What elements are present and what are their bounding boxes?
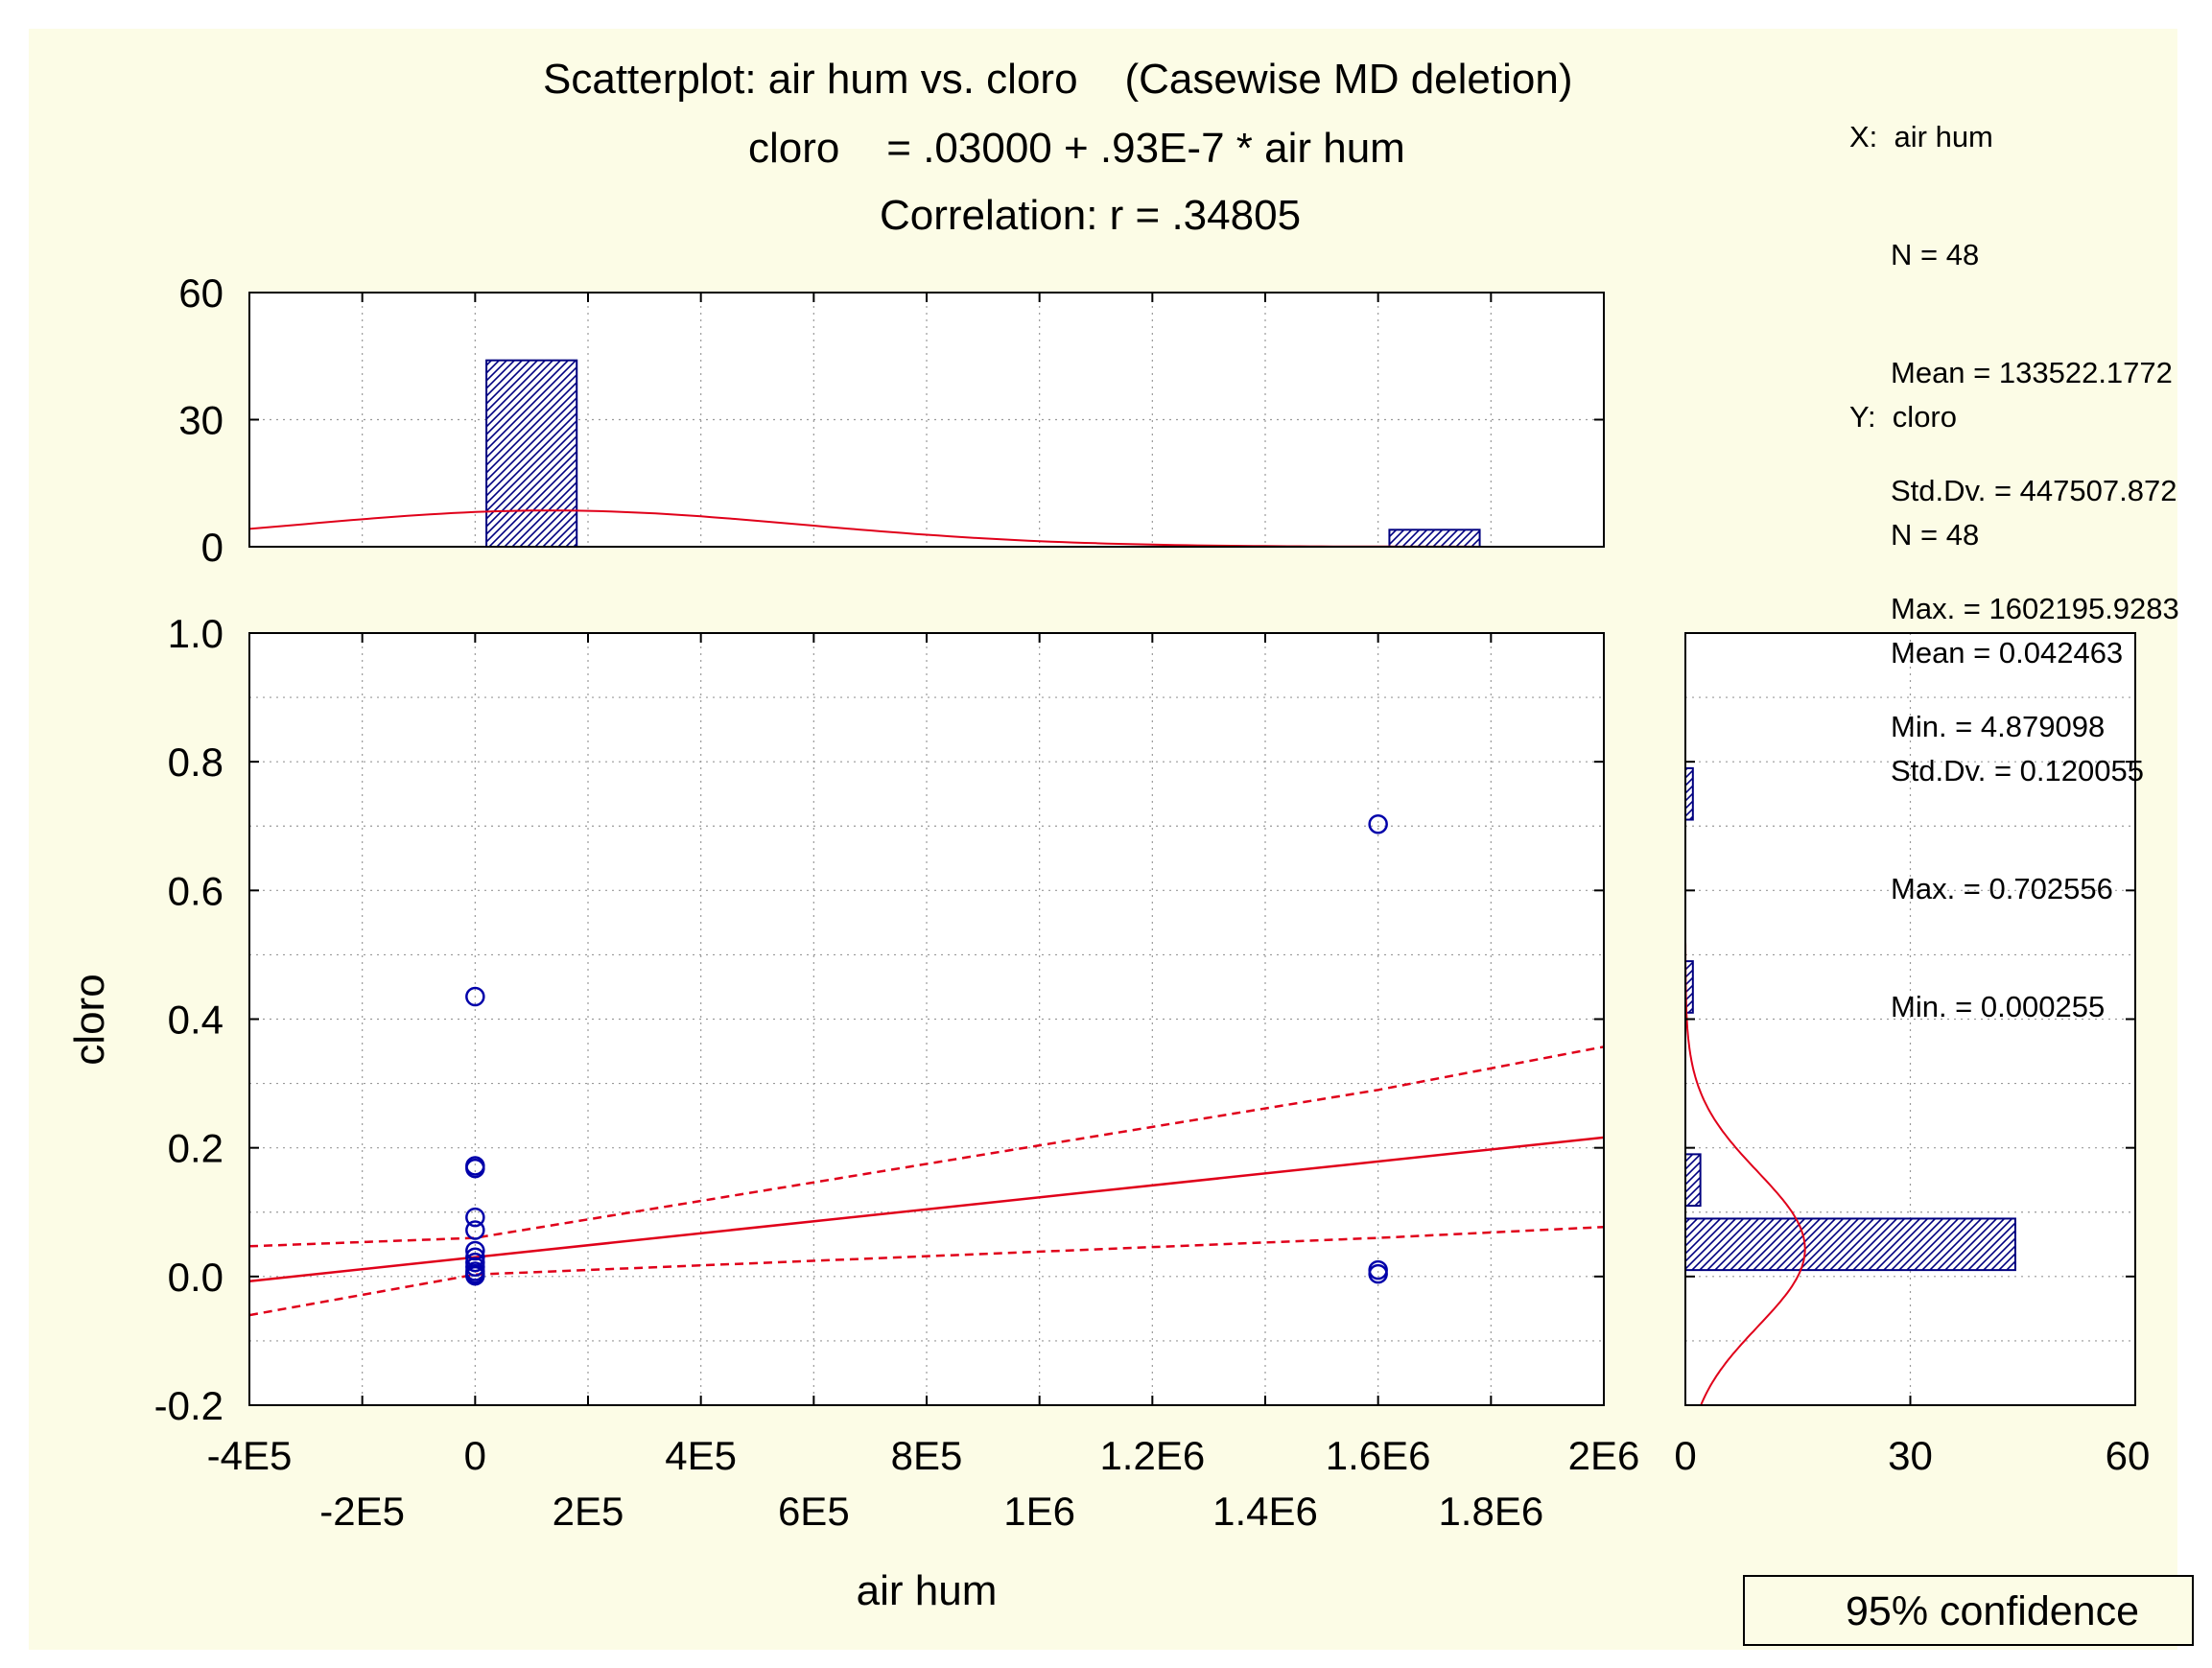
- histogram-frame: [248, 292, 1605, 548]
- data-point: [1368, 813, 1388, 834]
- x-tick-label: 1E6: [1003, 1489, 1075, 1534]
- x-tick-label: 2E6: [1568, 1433, 1640, 1478]
- histogram-bar: [1684, 766, 1694, 821]
- data-point: [1368, 1263, 1388, 1284]
- confidence-band-upper: [249, 1045, 1604, 1248]
- x-tick-label: 1.2E6: [1099, 1433, 1205, 1478]
- y-stats-panel: Y: cloro N = 48 Mean = 0.042463 Std.Dv. …: [1849, 318, 2144, 1066]
- histogram-bar: [1684, 1153, 1702, 1208]
- x-stats-min: Min. = 4.879098: [1891, 710, 2106, 743]
- histogram-tick-label: 30: [178, 398, 224, 443]
- x-marginal-histogram: 0 30 60: [178, 270, 1605, 570]
- y-tick-label: 0.4: [168, 998, 224, 1043]
- y-tick-label: 0.2: [168, 1126, 224, 1171]
- x-stats-panel: X: air hum N = 48 Mean = 133522.1772 Std…: [1849, 38, 2179, 786]
- x-tick-label: -4E5: [207, 1433, 293, 1478]
- y-stats-header: Y: cloro: [1849, 400, 1957, 434]
- data-point: [465, 986, 485, 1007]
- x-tick-label: 0: [464, 1433, 486, 1478]
- histogram-frame: [1684, 632, 2136, 1406]
- x-tick-label: 4E5: [665, 1433, 737, 1478]
- y-tick-label: 0.0: [168, 1255, 224, 1300]
- legend-label: 95% confidence: [1846, 1588, 2139, 1634]
- y-stats-stddev: Std.Dv. = 0.120055: [1891, 754, 2144, 787]
- x-tick-label: 1.6E6: [1326, 1433, 1431, 1478]
- y-tick-label: 0.8: [168, 740, 224, 785]
- data-point: [465, 1220, 485, 1240]
- x-tick-label: 2E5: [553, 1489, 624, 1534]
- x-stats-stddev: Std.Dv. = 447507.872: [1891, 474, 2177, 507]
- y-stats-max: Max. = 0.702556: [1891, 872, 2113, 905]
- x-tick-label: 8E5: [891, 1433, 963, 1478]
- y-tick-label: -0.2: [154, 1383, 224, 1428]
- x-stats-header: X: air hum: [1849, 120, 1993, 153]
- y-tick-label: 0.6: [168, 868, 224, 913]
- regression-equation: cloro = .03000 + .93E-7 * air hum: [748, 125, 1405, 172]
- histogram-tick-label: 60: [178, 270, 224, 316]
- data-point: [465, 1158, 485, 1179]
- y-stats-n: N = 48: [1891, 518, 1980, 552]
- histogram-tick-label: 0: [201, 525, 224, 570]
- x-tick-label: 1.4E6: [1212, 1489, 1318, 1534]
- normal-curve: [1685, 636, 1806, 1405]
- y-marginal-histogram: 0 30 60: [1674, 632, 2151, 1478]
- x-stats-mean: Mean = 133522.1772: [1891, 356, 2173, 389]
- x-axis-label: air hum: [857, 1567, 998, 1614]
- chart-title: Scatterplot: air hum vs. cloro (Casewise…: [543, 56, 1573, 103]
- correlation-label: Correlation: r = .34805: [880, 192, 1302, 239]
- y-stats-mean: Mean = 0.042463: [1891, 636, 2124, 670]
- main-scatter-plot: -0.20.00.20.40.60.81.0-4E5 0 4E5 8E5 1.2E6 1.…: [66, 611, 1639, 1614]
- histogram-bar: [1684, 1217, 2016, 1272]
- legend: 95% confidence: [1743, 1575, 2194, 1646]
- histogram-tick-label: 0: [1674, 1433, 1696, 1478]
- x-stats-max: Max. = 1602195.9283: [1891, 592, 2179, 625]
- plot-frame: [248, 632, 1605, 1406]
- y-tick-label: 1.0: [168, 611, 224, 656]
- y-stats-min: Min. = 0.000255: [1891, 990, 2106, 1023]
- x-tick-label: 1.8E6: [1438, 1489, 1543, 1534]
- x-tick-label: 6E5: [778, 1489, 850, 1534]
- histogram-tick-label: 60: [2106, 1433, 2151, 1478]
- x-stats-n: N = 48: [1891, 238, 1980, 271]
- normal-curve-layer: [1685, 636, 1806, 1405]
- y-axis-label: cloro: [66, 974, 113, 1065]
- histogram-bar: [485, 359, 578, 548]
- data-point: [465, 1207, 485, 1228]
- histogram-bar: [1388, 529, 1481, 548]
- data-point: [465, 1265, 485, 1286]
- histogram-tick-label: 30: [1888, 1433, 1933, 1478]
- confidence-band-lower: [249, 1225, 1604, 1317]
- x-tick-label: -2E5: [319, 1489, 405, 1534]
